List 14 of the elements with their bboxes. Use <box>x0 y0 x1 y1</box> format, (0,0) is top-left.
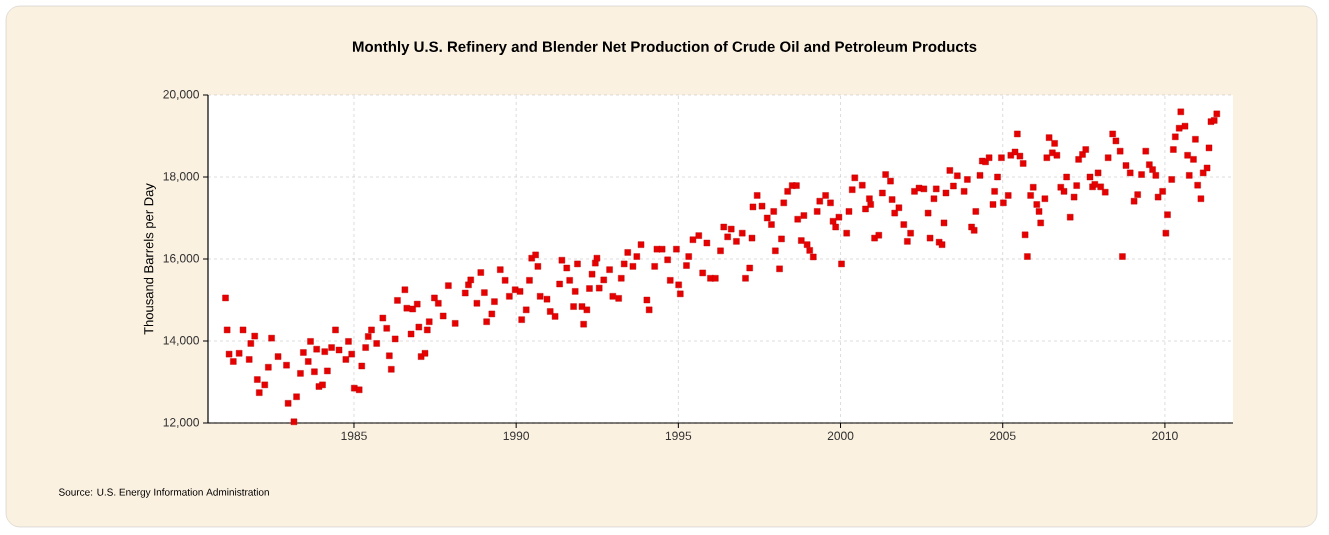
chart-title: Monthly U.S. Refinery and Blender Net Production of Crude Oil and Petroleum Products <box>352 41 977 55</box>
y-tick-label: 16,000 <box>163 254 200 264</box>
x-tick-label: 1995 <box>665 431 692 441</box>
y-axis-title: Thousand Barrels per Day <box>143 183 156 335</box>
y-tick-label: 20,000 <box>163 90 200 100</box>
x-tick-label: 2005 <box>989 431 1016 441</box>
x-tick-label: 2010 <box>1152 431 1178 441</box>
source-note: Source: U.S. Energy Information Administration <box>58 488 269 498</box>
x-tick-label: 1985 <box>341 431 367 441</box>
x-tick-label: 2000 <box>827 431 854 441</box>
y-tick-label: 18,000 <box>163 172 200 182</box>
y-tick-label: 12,000 <box>163 418 200 428</box>
y-tick-label: 14,000 <box>163 336 200 346</box>
x-tick-label: 1990 <box>503 431 530 441</box>
